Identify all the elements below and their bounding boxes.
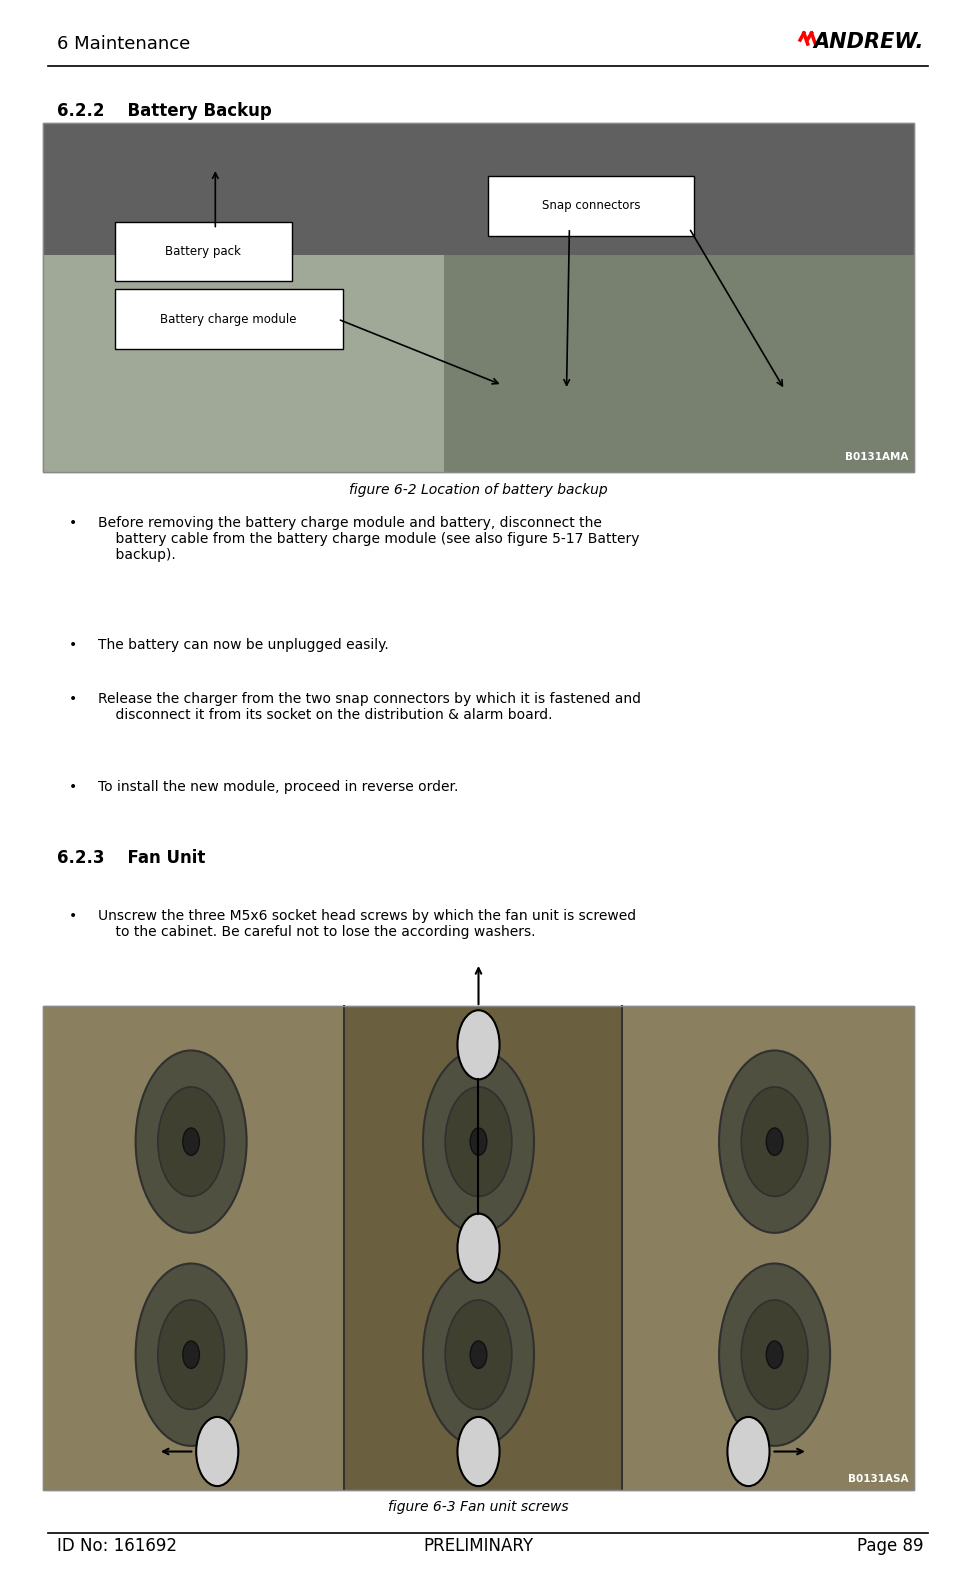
Circle shape [136, 1050, 247, 1232]
Text: 6.2.3    Fan Unit: 6.2.3 Fan Unit [57, 849, 206, 866]
Text: Unscrew the three M5x6 socket head screws by which the fan unit is screwed
    t: Unscrew the three M5x6 socket head screw… [98, 909, 635, 938]
Text: 6.2.2    Battery Backup: 6.2.2 Battery Backup [57, 102, 272, 119]
Text: figure 6-2 Location of battery backup: figure 6-2 Location of battery backup [349, 483, 608, 497]
Text: Release the charger from the two snap connectors by which it is fastened and
   : Release the charger from the two snap co… [98, 692, 640, 722]
Circle shape [445, 1300, 512, 1410]
Circle shape [158, 1300, 225, 1410]
FancyBboxPatch shape [43, 123, 914, 472]
FancyBboxPatch shape [43, 1006, 914, 1490]
FancyBboxPatch shape [43, 123, 444, 472]
Circle shape [423, 1264, 534, 1446]
Text: •: • [69, 638, 78, 652]
FancyBboxPatch shape [43, 1006, 344, 1490]
Text: PRELIMINARY: PRELIMINARY [423, 1537, 534, 1555]
Circle shape [767, 1129, 783, 1155]
FancyBboxPatch shape [622, 1006, 914, 1490]
Text: •: • [69, 909, 78, 923]
Text: To install the new module, proceed in reverse order.: To install the new module, proceed in re… [98, 780, 458, 794]
Text: Battery charge module: Battery charge module [161, 313, 297, 325]
Circle shape [136, 1264, 247, 1446]
Circle shape [470, 1341, 487, 1368]
Circle shape [445, 1086, 512, 1196]
Circle shape [457, 1214, 500, 1283]
Text: Battery pack: Battery pack [166, 245, 241, 258]
FancyBboxPatch shape [444, 123, 914, 472]
Text: ANDREW.: ANDREW. [813, 31, 924, 52]
FancyBboxPatch shape [488, 176, 694, 236]
Circle shape [183, 1129, 199, 1155]
FancyBboxPatch shape [115, 222, 292, 281]
Text: ID No: 161692: ID No: 161692 [57, 1537, 177, 1555]
Circle shape [742, 1086, 808, 1196]
Text: B0131AMA: B0131AMA [845, 453, 908, 462]
Text: Snap connectors: Snap connectors [542, 200, 640, 212]
Circle shape [423, 1050, 534, 1232]
Text: •: • [69, 516, 78, 530]
Circle shape [719, 1264, 830, 1446]
FancyBboxPatch shape [344, 1006, 622, 1490]
Circle shape [719, 1050, 830, 1232]
Circle shape [457, 1416, 500, 1486]
Text: Before removing the battery charge module and battery, disconnect the
    batter: Before removing the battery charge modul… [98, 516, 639, 563]
Circle shape [767, 1341, 783, 1368]
Circle shape [727, 1416, 769, 1486]
Circle shape [183, 1341, 199, 1368]
Text: •: • [69, 692, 78, 706]
Circle shape [742, 1300, 808, 1410]
Circle shape [196, 1416, 238, 1486]
Circle shape [158, 1086, 225, 1196]
Text: The battery can now be unplugged easily.: The battery can now be unplugged easily. [98, 638, 389, 652]
FancyBboxPatch shape [115, 289, 343, 349]
Circle shape [470, 1129, 487, 1155]
Text: figure 6-3 Fan unit screws: figure 6-3 Fan unit screws [389, 1500, 568, 1514]
Circle shape [457, 1011, 500, 1080]
Text: 6 Maintenance: 6 Maintenance [57, 36, 190, 53]
Text: Page 89: Page 89 [857, 1537, 924, 1555]
Text: •: • [69, 780, 78, 794]
FancyBboxPatch shape [43, 123, 914, 255]
Text: B0131ASA: B0131ASA [848, 1475, 908, 1484]
